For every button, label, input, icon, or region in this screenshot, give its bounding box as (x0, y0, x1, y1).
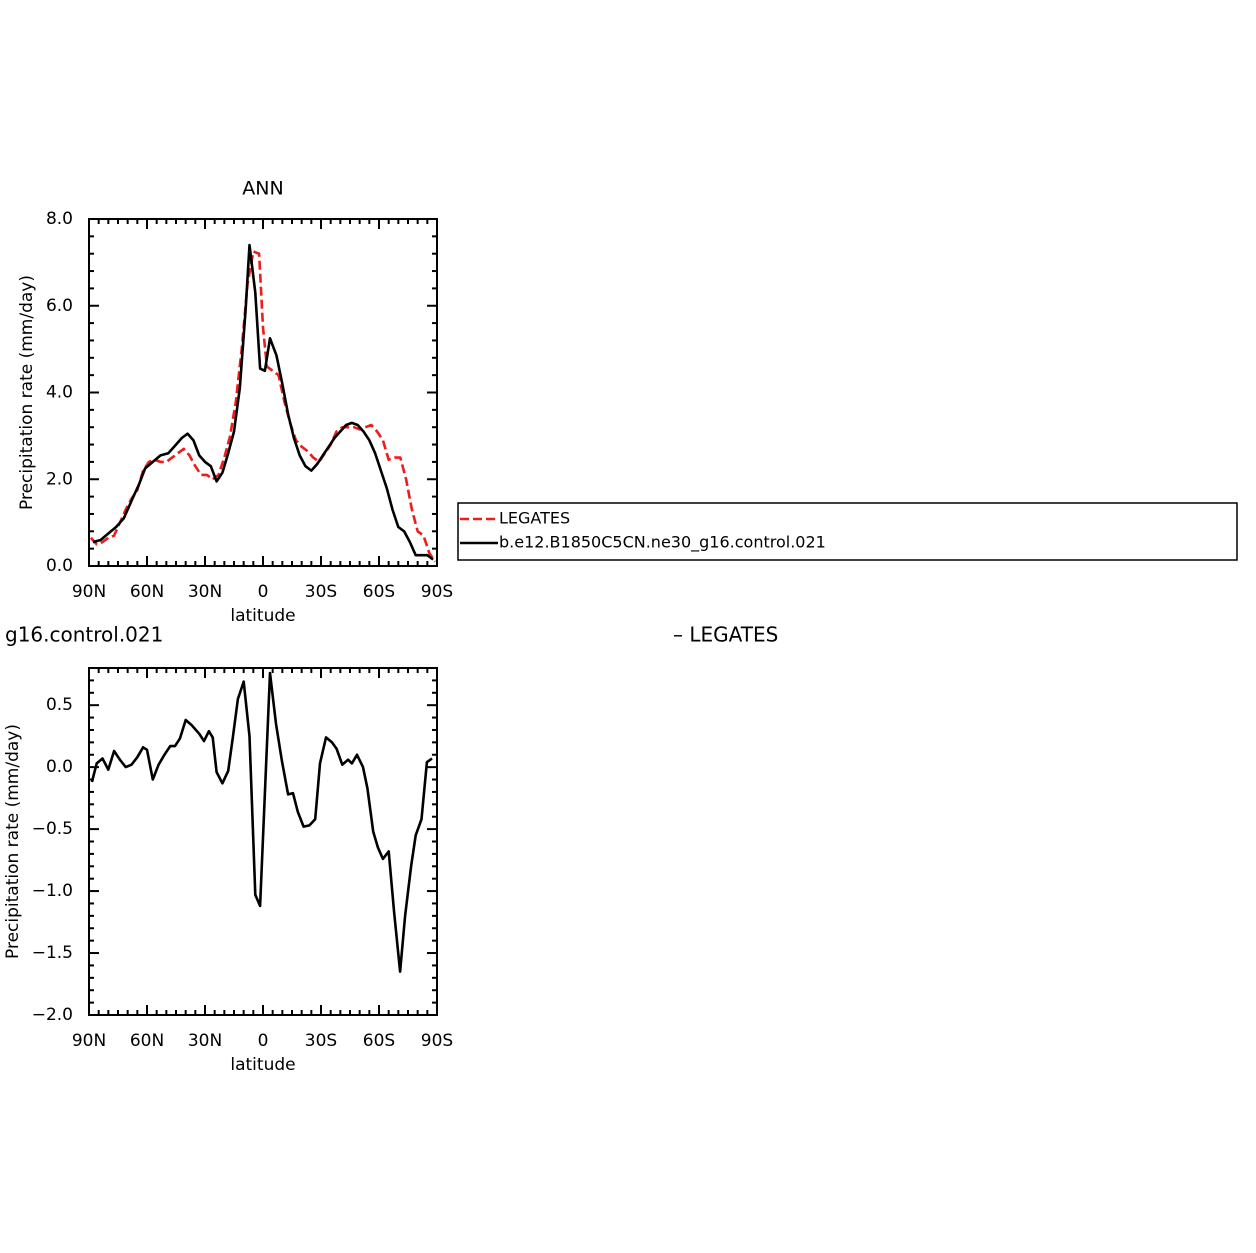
x-tick-label: 90S (421, 582, 453, 602)
plot-frame (88, 218, 438, 567)
x-tick-label: 60S (363, 582, 395, 602)
x-tick-label: 60N (130, 582, 164, 602)
data-line (90, 671, 433, 973)
y-axis-label: Precipitation rate (mm/day) (3, 724, 23, 959)
chart-title: – LEGATES (673, 623, 778, 647)
data-line (89, 250, 437, 563)
x-tick-label: 90S (421, 1031, 453, 1051)
legend-box (457, 502, 1238, 561)
chart-title: g16.control.021 (5, 623, 163, 647)
y-axis-label: Precipitation rate (mm/day) (17, 275, 37, 510)
x-tick-label: 60S (363, 1031, 395, 1051)
y-tick-label: 2.0 (46, 469, 73, 489)
y-tick-label: 0.5 (46, 695, 73, 715)
x-tick-label: 30N (188, 582, 222, 602)
x-tick-label: 90N (72, 582, 106, 602)
chart-title: ANN (242, 178, 283, 200)
y-tick-label: 4.0 (46, 383, 73, 403)
x-tick-label: 30N (188, 1031, 222, 1051)
y-tick-label: −1.5 (32, 943, 73, 963)
y-tick-label: 0.0 (46, 556, 73, 576)
y-tick-label: 8.0 (46, 209, 73, 229)
x-axis-label: latitude (230, 606, 295, 626)
legend-label: b.e12.B1850C5CN.ne30_g16.control.021 (499, 533, 826, 553)
x-tick-label: 30S (305, 1031, 337, 1051)
x-tick-label: 90N (72, 1031, 106, 1051)
x-tick-label: 0 (258, 582, 269, 602)
x-tick-label: 60N (130, 1031, 164, 1051)
y-tick-label: 6.0 (46, 296, 73, 316)
y-tick-label: −2.0 (32, 1005, 73, 1025)
x-axis-label: latitude (230, 1055, 295, 1075)
y-tick-label: 0.0 (46, 757, 73, 777)
legend-label: LEGATES (499, 509, 570, 528)
data-line (92, 243, 434, 561)
x-tick-label: 0 (258, 1031, 269, 1051)
y-tick-label: −0.5 (32, 819, 73, 839)
y-tick-label: −1.0 (32, 881, 73, 901)
x-tick-label: 30S (305, 582, 337, 602)
